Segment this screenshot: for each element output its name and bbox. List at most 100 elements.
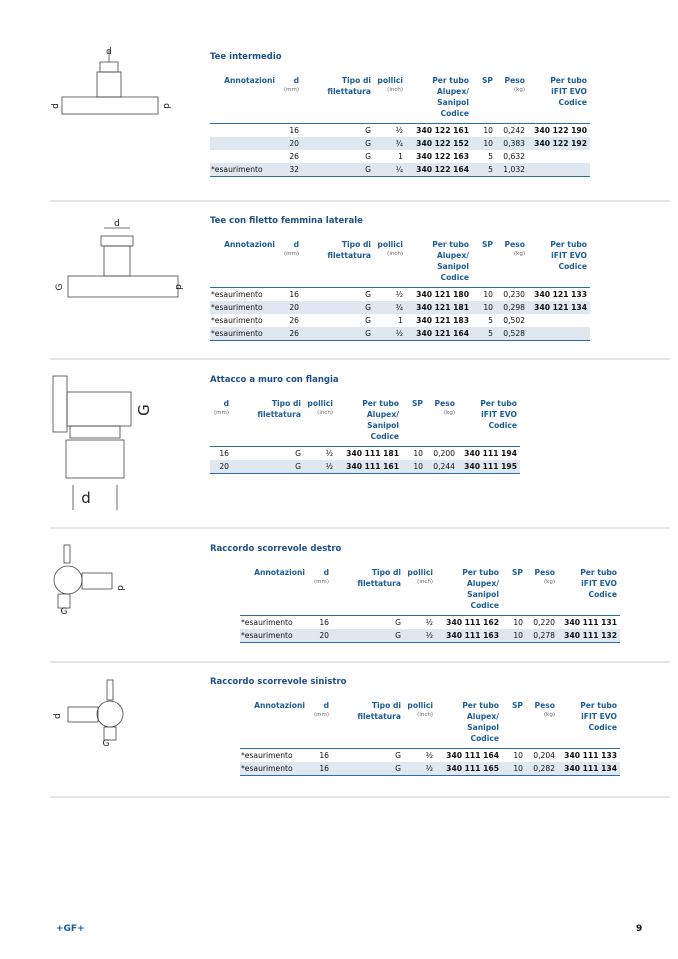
table-cell: G: [365, 316, 371, 325]
table-cell: 5: [488, 316, 493, 325]
table-cell: G: [302, 301, 374, 314]
column-header: Per tubo Alupex/Sanipol Codice: [436, 700, 502, 749]
header-line: d: [293, 76, 299, 85]
table-cell: 340 121 164: [406, 327, 472, 341]
column-header: Per tubo Alupex/Sanipol Codice: [436, 567, 502, 616]
column-header: Per tubo iFIT EVO Codice: [528, 75, 590, 124]
column-header: Annotazioni: [240, 700, 308, 749]
figure-wall: G d: [52, 375, 153, 510]
table-cell: 10: [472, 301, 496, 314]
header-line: filettatura: [357, 579, 401, 588]
table-cell: ½: [425, 751, 433, 760]
header-line: Per tubo: [362, 399, 399, 408]
header-line: Per tubo: [550, 240, 587, 249]
header-unit: (mm): [213, 410, 229, 416]
header-line: Codice: [558, 98, 587, 107]
table-cell: 32: [278, 163, 302, 177]
section: Tee con filetto femmina laterale Annotazi…: [210, 216, 590, 341]
header-unit: (mm): [313, 712, 329, 718]
table-cell: 0,220: [533, 618, 555, 627]
table-cell: *esaurimento: [240, 629, 308, 643]
header-unit: (inch): [417, 579, 433, 585]
header-unit: (inch): [387, 87, 403, 93]
figure-label: d: [115, 585, 125, 591]
table-row: *esaurimento 26 G ½ 340 121 164 5 0,528: [210, 327, 590, 341]
header-unit: (kg): [444, 410, 455, 416]
column-header: Peso (kg): [526, 567, 558, 616]
table-cell: 340 122 164: [406, 163, 472, 177]
header-row: d (mm) Tipo di filettatura pollici (inch) Per …: [210, 398, 520, 447]
table-cell: G: [302, 137, 374, 150]
table-cell: ½: [404, 629, 436, 643]
table-cell: 16: [289, 290, 299, 299]
table-cell: 340 111 132: [558, 629, 620, 643]
column-header: Peso (kg): [526, 700, 558, 749]
column-header: Per tubo iFIT EVO Codice: [528, 239, 590, 288]
header-row: Annotazioni d (mm) Tipo di filettatura pollic…: [210, 75, 590, 124]
header-unit: (mm): [313, 579, 329, 585]
product-table: Annotazioni d (mm) Tipo di filettatura pollic…: [210, 239, 590, 341]
table-row: *esaurimento 16 G ½ 340 111 162 10 0,220 340 11…: [240, 616, 620, 630]
header-unit: (kg): [514, 251, 525, 257]
table-cell: *esaurimento: [241, 751, 293, 760]
column-header: Per tubo iFIT EVO Codice: [558, 567, 620, 616]
table-cell: 340 111 131: [564, 618, 617, 627]
section: Attacco a muro con flangia d (mm) Tipo di fi…: [210, 375, 520, 474]
table-cell: ½: [304, 460, 336, 474]
header-line: pollici: [407, 701, 433, 710]
figure-label: d: [51, 103, 61, 109]
figure-label: d: [173, 284, 183, 290]
header-line: iFIT EVO: [551, 87, 587, 96]
header-line: Codice: [488, 421, 517, 430]
table-cell: G: [302, 327, 374, 341]
header-line: Annotazioni: [224, 240, 275, 249]
table-cell: ½: [325, 449, 333, 458]
header-row: Annotazioni d (mm) Tipo di filettatura pollic…: [240, 700, 620, 749]
section: Tee intermedio Annotazioni d (mm) Tipo di fil…: [210, 52, 590, 177]
header-unit: (inch): [317, 410, 333, 416]
header-line: Annotazioni: [254, 568, 305, 577]
figure-slide-right: d G: [53, 544, 125, 617]
figure-slide-left: d G: [53, 679, 124, 749]
header-line: Per tubo: [480, 399, 517, 408]
header-line: Per tubo: [550, 76, 587, 85]
table-cell: *esaurimento: [241, 618, 293, 627]
header-line: Codice: [440, 273, 469, 282]
figure-label: d: [161, 103, 171, 109]
figure-label: d: [81, 489, 91, 507]
header-line: iFIT EVO: [481, 410, 517, 419]
table-cell: ¼: [374, 163, 406, 177]
table-cell: 20: [278, 137, 302, 150]
table-cell: 10: [513, 618, 523, 627]
column-header: d (mm): [278, 75, 302, 124]
table-cell: 340 111 161: [336, 460, 402, 474]
table-cell: *esaurimento: [210, 327, 278, 341]
table-cell: 340 121 134: [528, 301, 590, 314]
table-cell: 340 111 162: [446, 618, 499, 627]
header-line: Tipo di: [371, 568, 401, 577]
section-title: Attacco a muro con flangia: [210, 375, 339, 385]
table-cell: G: [332, 762, 404, 776]
column-header: d (mm): [278, 239, 302, 288]
table-cell: 340 122 190: [534, 126, 587, 135]
header-line: SP: [481, 76, 493, 85]
figure-label: G: [61, 607, 68, 617]
header-line: iFIT EVO: [581, 579, 617, 588]
table-cell: [528, 327, 590, 341]
header-line: d: [323, 701, 329, 710]
header-line: Peso: [534, 701, 555, 710]
table-cell: 20: [210, 460, 232, 474]
column-header: Annotazioni: [210, 75, 278, 124]
header-line: Codice: [470, 601, 499, 610]
header-line: Codice: [440, 109, 469, 118]
table-cell: 10: [502, 762, 526, 776]
header-line: Per tubo: [462, 701, 499, 710]
table-cell: 0,242: [503, 126, 525, 135]
table-body: 16 G ½ 340 122 161 10 0,242 340 122 190 20 G ¾ 340…: [210, 124, 590, 177]
logo: +GF+: [56, 924, 85, 934]
table-cell: 340 111 133: [564, 751, 617, 760]
column-header: Tipo di filettatura: [302, 239, 374, 288]
table-cell: 340 111 195: [458, 460, 520, 474]
header-unit: (inch): [387, 251, 403, 257]
